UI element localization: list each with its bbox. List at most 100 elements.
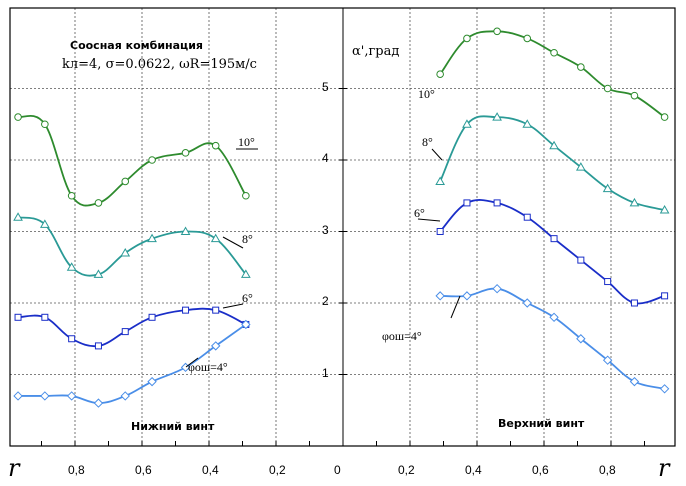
leader-upper-6deg: [417, 218, 441, 222]
series-lower-4deg-point-7: [210, 341, 221, 351]
series-lower-6deg-point-7: [212, 306, 220, 314]
x-tick-left-2: 0,4: [202, 463, 219, 477]
y-tick-2: 2: [322, 294, 329, 308]
series-upper-10deg-point-4: [550, 48, 558, 57]
y-tick-1: 1: [322, 366, 329, 380]
series-upper-4deg-point-5: [576, 334, 586, 344]
series-upper-8deg-line: [439, 115, 665, 211]
series-upper-6deg-point-5: [577, 256, 585, 264]
series-lower-8deg-point-0: [13, 212, 23, 221]
series-upper-6deg-point-8: [661, 292, 669, 300]
series-upper-10deg-point-5: [577, 63, 585, 71]
series-upper-4deg-point-4: [549, 312, 559, 323]
y-axis-label: α',град: [352, 44, 399, 59]
series-upper-10deg-point-0: [436, 70, 444, 78]
series-lower-6deg-point-4: [121, 328, 129, 336]
x-tick-right-2: 0,6: [532, 463, 549, 477]
series-upper-4deg-point-6: [602, 355, 613, 365]
series-lower-10deg-point-1: [41, 120, 49, 129]
series-upper-10deg-point-7: [630, 91, 639, 100]
series-upper-6deg-point-2: [493, 199, 501, 207]
series-lower-10deg-line: [17, 114, 247, 207]
series-lower-8deg-point-1: [39, 219, 50, 228]
series-upper-8deg-point-4: [549, 140, 559, 150]
series-label-lower-6deg: 6°: [242, 291, 253, 305]
series-upper-8deg-point-5: [575, 162, 586, 171]
series-lower-6deg-point-6: [182, 306, 190, 314]
series-label-lower-10deg: 10°: [238, 135, 255, 149]
y-tick-4: 4: [322, 151, 329, 165]
series-lower-8deg-point-6: [180, 226, 191, 235]
series-lower-10deg-point-0: [14, 113, 22, 121]
series-upper-10deg-point-3: [523, 34, 532, 43]
series-lower-6deg-line: [17, 307, 247, 348]
series-upper-4deg-point-0: [435, 291, 445, 301]
series-label-upper-8deg: 8°: [422, 135, 433, 149]
series-upper-4deg-line: [440, 287, 665, 390]
series-upper-6deg-line: [439, 199, 665, 305]
series-lower-10deg-point-3: [94, 199, 103, 207]
x-tick-right-1: 0,4: [465, 463, 482, 477]
series-lower-8deg-line: [17, 216, 247, 277]
series-upper-10deg-line: [439, 30, 666, 118]
series-upper-10deg-point-8: [660, 113, 669, 121]
series-upper-8deg-point-1: [462, 119, 472, 128]
series-upper-8deg-point-8: [659, 205, 670, 214]
series-upper-6deg-point-7: [630, 299, 638, 307]
chart-title-line2: kл=4, σ=0.0622, ωR=195м/с: [62, 57, 257, 72]
series-lower-10deg-point-2: [67, 191, 76, 200]
series-lower-10deg-point-8: [242, 191, 250, 200]
series-lower-10deg-point-4: [121, 177, 130, 186]
series-upper-8deg-point-2: [492, 112, 502, 121]
x-tick-zero: 0: [334, 463, 341, 477]
series-lower-4deg-point-5: [147, 376, 157, 387]
series-upper-4deg-point-1: [462, 291, 472, 301]
series-upper-6deg-point-1: [463, 199, 471, 207]
panel-label-upper-rotor: Верхний винт: [498, 417, 585, 430]
series-lower-6deg-point-3: [94, 342, 102, 350]
series-upper-6deg-point-6: [604, 278, 612, 286]
x-tick-left-0: 0,8: [68, 463, 85, 477]
series-upper-10deg-point-1: [463, 34, 471, 43]
series-upper-4deg-point-8: [659, 384, 670, 394]
series-label-lower-4deg: φош=4°: [188, 360, 228, 374]
x-axis-label-left: r: [8, 454, 21, 482]
series-layer: [13, 27, 670, 408]
x-axis-label-right: r: [658, 454, 671, 482]
leader-upper-8deg: [431, 148, 443, 161]
series-upper-6deg-point-4: [550, 235, 558, 243]
series-lower-4deg-point-3: [93, 398, 104, 408]
series-lower-6deg-point-1: [41, 313, 49, 321]
series-lower-6deg-point-2: [68, 335, 76, 343]
y-tick-5: 5: [322, 80, 329, 94]
leader-lower-6deg: [222, 303, 244, 309]
series-label-upper-10deg: 10°: [418, 87, 435, 101]
series-label-upper-6deg: 6°: [414, 206, 425, 220]
series-upper-6deg-point-3: [523, 213, 531, 221]
series-lower-4deg-point-8: [241, 319, 251, 330]
x-tick-right-0: 0,2: [398, 463, 415, 477]
series-lower-4deg-point-1: [40, 391, 50, 401]
x-tick-right-3: 0,8: [599, 463, 616, 477]
series-lower-8deg-point-8: [240, 269, 251, 278]
series-lower-8deg-point-3: [93, 269, 104, 278]
chart-title-line1: Соосная комбинация: [70, 39, 203, 52]
leader-lower-8deg: [222, 236, 244, 249]
series-lower-8deg-point-2: [66, 262, 77, 271]
y-tick-3: 3: [322, 223, 329, 237]
series-lower-8deg-point-5: [147, 233, 157, 243]
series-lower-10deg-point-7: [211, 141, 220, 150]
series-upper-6deg-point-0: [436, 228, 444, 235]
series-lower-10deg-point-6: [181, 149, 190, 157]
x-tick-left-1: 0,6: [135, 463, 152, 477]
series-upper-8deg-point-6: [602, 183, 613, 193]
series-upper-10deg-point-6: [603, 84, 612, 93]
series-lower-8deg-point-7: [210, 233, 221, 243]
series-lower-8deg-point-4: [120, 247, 131, 257]
series-upper-4deg-point-3: [522, 298, 532, 308]
series-upper-4deg-point-7: [629, 376, 640, 387]
series-lower-4deg-point-0: [13, 391, 23, 401]
series-lower-4deg-point-4: [120, 391, 130, 401]
x-tick-left-3: 0,2: [269, 463, 286, 477]
